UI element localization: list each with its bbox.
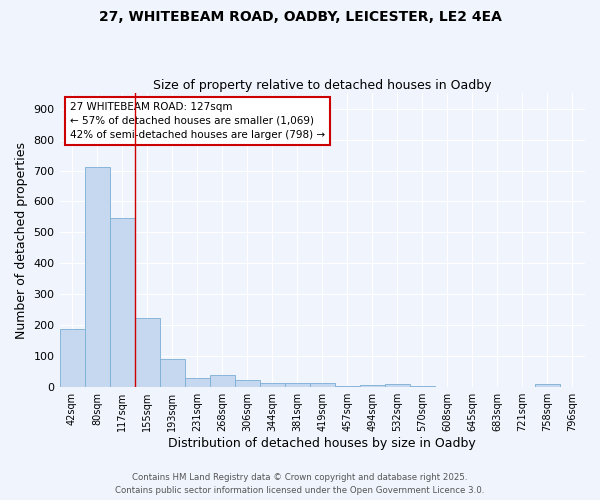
Bar xyxy=(360,384,385,387)
Bar xyxy=(285,384,310,387)
Bar xyxy=(85,166,110,387)
Y-axis label: Number of detached properties: Number of detached properties xyxy=(15,142,28,338)
Bar xyxy=(535,384,560,387)
Bar xyxy=(310,384,335,387)
Bar xyxy=(110,218,134,387)
Bar xyxy=(59,329,85,387)
Text: Contains HM Land Registry data © Crown copyright and database right 2025.
Contai: Contains HM Land Registry data © Crown c… xyxy=(115,474,485,495)
Text: 27 WHITEBEAM ROAD: 127sqm
← 57% of detached houses are smaller (1,069)
42% of se: 27 WHITEBEAM ROAD: 127sqm ← 57% of detac… xyxy=(70,102,325,140)
Bar xyxy=(160,360,185,387)
Bar xyxy=(235,380,260,387)
Bar xyxy=(134,318,160,387)
Text: 27, WHITEBEAM ROAD, OADBY, LEICESTER, LE2 4EA: 27, WHITEBEAM ROAD, OADBY, LEICESTER, LE… xyxy=(98,10,502,24)
Bar xyxy=(260,383,285,387)
Title: Size of property relative to detached houses in Oadby: Size of property relative to detached ho… xyxy=(153,79,491,92)
Bar xyxy=(185,378,209,387)
Bar xyxy=(410,386,435,387)
Bar xyxy=(385,384,410,387)
Bar xyxy=(209,376,235,387)
Bar xyxy=(335,386,360,387)
X-axis label: Distribution of detached houses by size in Oadby: Distribution of detached houses by size … xyxy=(169,437,476,450)
